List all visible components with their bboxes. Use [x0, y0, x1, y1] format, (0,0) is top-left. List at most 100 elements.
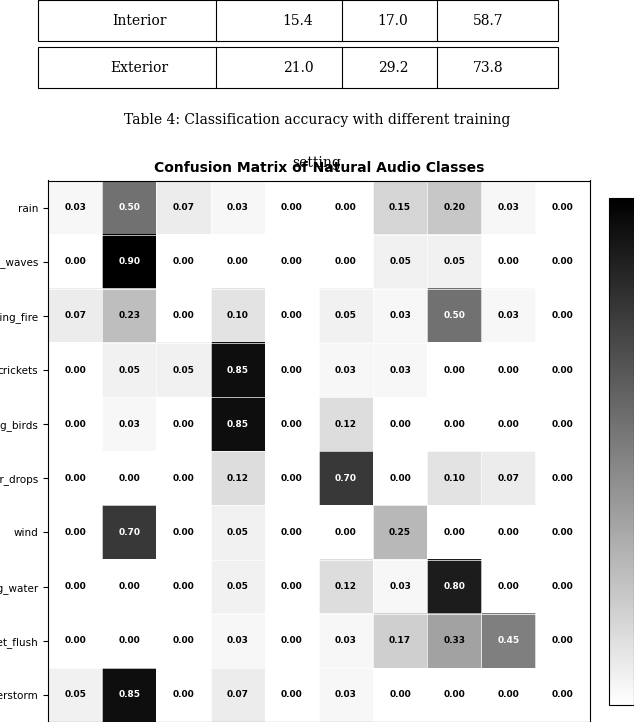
- Text: 0.00: 0.00: [119, 636, 140, 645]
- Text: 0.00: 0.00: [335, 203, 357, 212]
- Text: 0.00: 0.00: [389, 474, 411, 483]
- Text: 0.00: 0.00: [552, 474, 573, 483]
- Text: Exterior: Exterior: [110, 61, 169, 74]
- Text: 0.00: 0.00: [498, 419, 519, 429]
- Text: 0.00: 0.00: [64, 528, 86, 537]
- Text: 0.03: 0.03: [227, 636, 249, 645]
- Text: 0.00: 0.00: [64, 636, 86, 645]
- Text: 17.0: 17.0: [378, 14, 408, 27]
- Text: 0.00: 0.00: [281, 582, 302, 591]
- Text: 0.00: 0.00: [552, 203, 573, 212]
- Text: 0.00: 0.00: [281, 203, 302, 212]
- Text: 15.4: 15.4: [283, 14, 313, 27]
- Text: 0.85: 0.85: [226, 419, 249, 429]
- Text: 0.00: 0.00: [64, 582, 86, 591]
- Text: 0.00: 0.00: [443, 528, 465, 537]
- Text: 0.10: 0.10: [227, 311, 249, 321]
- Text: 0.85: 0.85: [226, 365, 249, 375]
- Text: 0.05: 0.05: [64, 690, 86, 700]
- Text: 0.00: 0.00: [172, 419, 195, 429]
- Text: 0.00: 0.00: [389, 690, 411, 700]
- Text: 0.05: 0.05: [389, 257, 411, 266]
- Text: 0.03: 0.03: [335, 365, 357, 375]
- Text: 0.00: 0.00: [119, 582, 140, 591]
- Text: 0.00: 0.00: [552, 528, 573, 537]
- Text: 0.03: 0.03: [335, 636, 357, 645]
- Text: 0.00: 0.00: [281, 419, 302, 429]
- Text: 0.33: 0.33: [443, 636, 465, 645]
- Text: 0.23: 0.23: [119, 311, 140, 321]
- Text: 0.20: 0.20: [443, 203, 465, 212]
- Text: 0.00: 0.00: [64, 419, 86, 429]
- Text: 0.03: 0.03: [119, 419, 140, 429]
- Text: 0.03: 0.03: [335, 690, 357, 700]
- Text: 0.00: 0.00: [64, 365, 86, 375]
- Text: 0.85: 0.85: [119, 690, 140, 700]
- Text: 0.12: 0.12: [335, 582, 357, 591]
- Text: 0.12: 0.12: [335, 419, 357, 429]
- Text: 29.2: 29.2: [378, 61, 408, 74]
- Text: Table 4: Classification accuracy with different training: Table 4: Classification accuracy with di…: [124, 113, 510, 127]
- Text: 0.07: 0.07: [226, 690, 249, 700]
- Text: 0.00: 0.00: [227, 257, 249, 266]
- Text: 0.03: 0.03: [227, 203, 249, 212]
- Text: 0.00: 0.00: [172, 257, 195, 266]
- Text: 0.00: 0.00: [552, 582, 573, 591]
- Text: 58.7: 58.7: [473, 14, 503, 27]
- Text: 0.07: 0.07: [498, 474, 519, 483]
- Text: 0.00: 0.00: [64, 257, 86, 266]
- Text: 0.00: 0.00: [281, 257, 302, 266]
- Text: 0.00: 0.00: [172, 311, 195, 321]
- Text: 0.00: 0.00: [389, 419, 411, 429]
- Text: 0.00: 0.00: [498, 257, 519, 266]
- Text: 0.70: 0.70: [335, 474, 357, 483]
- Text: 0.00: 0.00: [119, 474, 140, 483]
- Text: 0.00: 0.00: [172, 582, 195, 591]
- Text: 0.00: 0.00: [281, 311, 302, 321]
- Text: 0.50: 0.50: [119, 203, 140, 212]
- Text: 0.00: 0.00: [335, 528, 357, 537]
- Text: 0.00: 0.00: [498, 365, 519, 375]
- Text: 73.8: 73.8: [473, 61, 503, 74]
- Text: 0.90: 0.90: [119, 257, 140, 266]
- Text: 0.00: 0.00: [64, 474, 86, 483]
- Text: 0.10: 0.10: [443, 474, 465, 483]
- Text: 0.00: 0.00: [281, 474, 302, 483]
- Text: 0.45: 0.45: [497, 636, 519, 645]
- Text: 0.03: 0.03: [389, 311, 411, 321]
- Text: 0.00: 0.00: [498, 690, 519, 700]
- Text: 0.03: 0.03: [389, 582, 411, 591]
- Text: 0.00: 0.00: [443, 419, 465, 429]
- Text: 0.05: 0.05: [227, 582, 249, 591]
- Text: 0.00: 0.00: [172, 636, 195, 645]
- Text: 0.25: 0.25: [389, 528, 411, 537]
- Text: 0.00: 0.00: [552, 636, 573, 645]
- Text: 0.00: 0.00: [552, 365, 573, 375]
- Text: 0.03: 0.03: [498, 311, 519, 321]
- Text: 0.00: 0.00: [281, 365, 302, 375]
- Text: 0.03: 0.03: [64, 203, 86, 212]
- Text: 0.07: 0.07: [64, 311, 86, 321]
- Text: 0.00: 0.00: [281, 690, 302, 700]
- Text: 0.03: 0.03: [498, 203, 519, 212]
- Text: 0.17: 0.17: [389, 636, 411, 645]
- Text: 0.00: 0.00: [552, 419, 573, 429]
- Title: Confusion Matrix of Natural Audio Classes: Confusion Matrix of Natural Audio Classe…: [153, 161, 484, 175]
- Text: 0.00: 0.00: [172, 528, 195, 537]
- Text: 0.12: 0.12: [226, 474, 249, 483]
- Text: 0.00: 0.00: [443, 690, 465, 700]
- Text: 0.50: 0.50: [443, 311, 465, 321]
- Text: 21.0: 21.0: [283, 61, 313, 74]
- Text: 0.70: 0.70: [119, 528, 140, 537]
- Text: 0.00: 0.00: [443, 365, 465, 375]
- Text: setting: setting: [292, 156, 342, 170]
- Text: 0.00: 0.00: [552, 311, 573, 321]
- Text: 0.05: 0.05: [119, 365, 140, 375]
- Text: 0.03: 0.03: [389, 365, 411, 375]
- Text: 0.05: 0.05: [227, 528, 249, 537]
- Text: 0.00: 0.00: [281, 636, 302, 645]
- Text: 0.00: 0.00: [172, 474, 195, 483]
- Text: 0.80: 0.80: [443, 582, 465, 591]
- Text: 0.00: 0.00: [552, 690, 573, 700]
- Text: 0.00: 0.00: [281, 528, 302, 537]
